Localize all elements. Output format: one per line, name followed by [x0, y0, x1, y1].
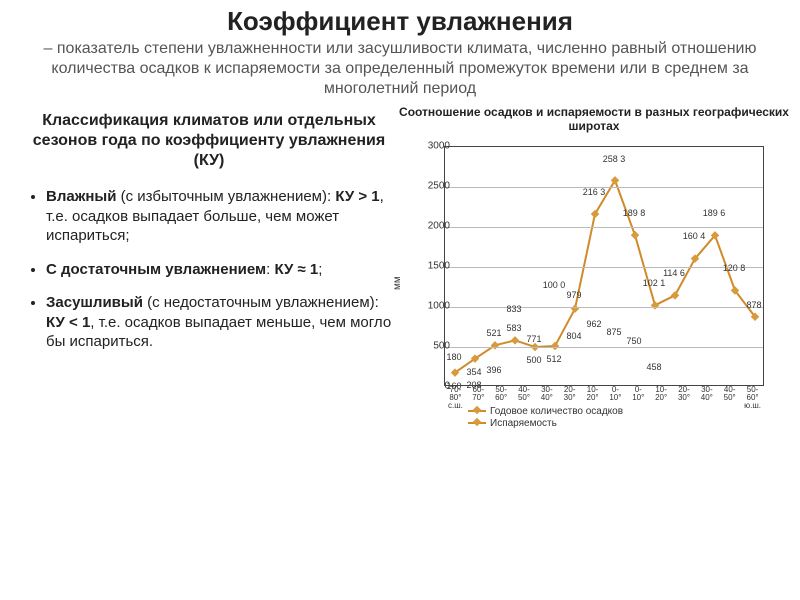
- chart-marker: [611, 176, 619, 184]
- chart-data-label: 771: [522, 335, 546, 344]
- chart-marker: [671, 291, 679, 299]
- item-lead: Влажный: [46, 188, 116, 205]
- chart-data-label: 102 1: [642, 279, 666, 288]
- chart-marker: [631, 231, 639, 239]
- x-tick-label: 40-50°: [515, 386, 533, 402]
- chart-marker: [651, 301, 659, 309]
- item-tail: ;: [318, 261, 322, 278]
- chart-data-label: 833: [502, 305, 526, 314]
- x-tick-label: 30-40°: [698, 386, 716, 402]
- item-body: (с избыточным увлажнением):: [116, 188, 335, 205]
- y-tick-label: 2500: [416, 180, 450, 191]
- x-tick-label: 30-40°: [538, 386, 556, 402]
- x-tick-label: 50-60° ю.ш.: [744, 386, 762, 410]
- item-body: (с недостаточным увлажнением):: [143, 294, 379, 311]
- chart-data-label: 583: [502, 324, 526, 333]
- chart-data-label: 114 6: [662, 269, 686, 278]
- chart-data-label: 875: [602, 328, 626, 337]
- item-ku: КУ < 1: [46, 314, 90, 331]
- x-tick-label: 20-30°: [675, 386, 693, 402]
- chart-svg: [445, 147, 763, 385]
- y-axis-title: мм: [392, 276, 403, 290]
- item-ku: КУ > 1: [335, 188, 379, 205]
- chart-data-label: 208: [462, 381, 486, 390]
- body-row: Классификация климатов или отдельных сез…: [0, 103, 800, 430]
- list-item: Влажный (с избыточным увлажнением): КУ >…: [46, 187, 394, 246]
- chart-data-label: 180: [442, 353, 466, 362]
- header-block: Коэффициент увлажнения – показатель степ…: [0, 0, 800, 103]
- chart-data-label: 189 8: [622, 209, 646, 218]
- legend-marker-icon: [468, 418, 486, 428]
- legend-marker-icon: [468, 406, 486, 416]
- x-tick-label: 0-10°: [606, 386, 624, 402]
- chart-data-label: 120 8: [722, 264, 746, 273]
- page-subtitle: – показатель степени увлажненности или з…: [30, 39, 770, 99]
- item-ku: КУ ≈ 1: [274, 261, 318, 278]
- chart-data-label: 258 3: [602, 155, 626, 164]
- chart-marker: [571, 304, 579, 312]
- chart-data-label: 216 3: [582, 188, 606, 197]
- legend-label-precip: Годовое количество осадков: [490, 406, 623, 417]
- gridline: [445, 347, 763, 348]
- left-column: Классификация климатов или отдельных сез…: [24, 103, 394, 430]
- y-tick-label: 500: [416, 340, 450, 351]
- item-tail: , т.е. осадков выпадает меньше, чем могл…: [46, 314, 391, 351]
- y-tick-label: 1000: [416, 300, 450, 311]
- x-tick-label: 40-50°: [721, 386, 739, 402]
- list-item: Засушливый (с недостаточным увлажнением)…: [46, 293, 394, 352]
- x-tick-label: 50-60°: [492, 386, 510, 402]
- chart-data-label: 100 0: [542, 281, 566, 290]
- chart-title: Соотношение осадков и испаряемости в раз…: [398, 105, 790, 134]
- y-tick-label: 1500: [416, 260, 450, 271]
- y-tick-label: 3000: [416, 140, 450, 151]
- list-item: С достаточным увлажнением: КУ ≈ 1;: [46, 260, 394, 280]
- chart-data-label: 396: [482, 366, 506, 375]
- legend: Испаряемость: [468, 418, 557, 429]
- x-tick-label: 10-20°: [652, 386, 670, 402]
- legend: Годовое количество осадков: [468, 406, 623, 417]
- item-lead: Засушливый: [46, 294, 143, 311]
- chart-data-label: 458: [642, 363, 666, 372]
- classification-list: Влажный (с избыточным увлажнением): КУ >…: [24, 187, 394, 352]
- legend-label-evap: Испаряемость: [490, 418, 557, 429]
- chart-data-label: 979: [562, 291, 586, 300]
- chart-data-label: 189 6: [702, 209, 726, 218]
- y-tick-label: 2000: [416, 220, 450, 231]
- chart-box: мм Годовое количество осадков Испаряемос…: [404, 140, 774, 430]
- chart-data-label: 804: [562, 332, 586, 341]
- gridline: [445, 307, 763, 308]
- chart-marker: [591, 209, 599, 217]
- chart-data-label: 512: [542, 355, 566, 364]
- chart-data-label: 160 4: [682, 232, 706, 241]
- gridline: [445, 227, 763, 228]
- chart-marker: [511, 336, 519, 344]
- x-tick-label: 0-10°: [629, 386, 647, 402]
- classification-title: Классификация климатов или отдельных сез…: [24, 111, 394, 171]
- x-tick-label: 20-30°: [561, 386, 579, 402]
- chart-data-label: 750: [622, 337, 646, 346]
- item-lead: С достаточным увлажнением: [46, 261, 266, 278]
- page-title: Коэффициент увлажнения: [30, 6, 770, 37]
- x-tick-label: 10-20°: [584, 386, 602, 402]
- plot-area: [444, 146, 764, 386]
- gridline: [445, 267, 763, 268]
- chart-data-label: 878: [742, 301, 766, 310]
- right-column: Соотношение осадков и испаряемости в раз…: [398, 103, 790, 430]
